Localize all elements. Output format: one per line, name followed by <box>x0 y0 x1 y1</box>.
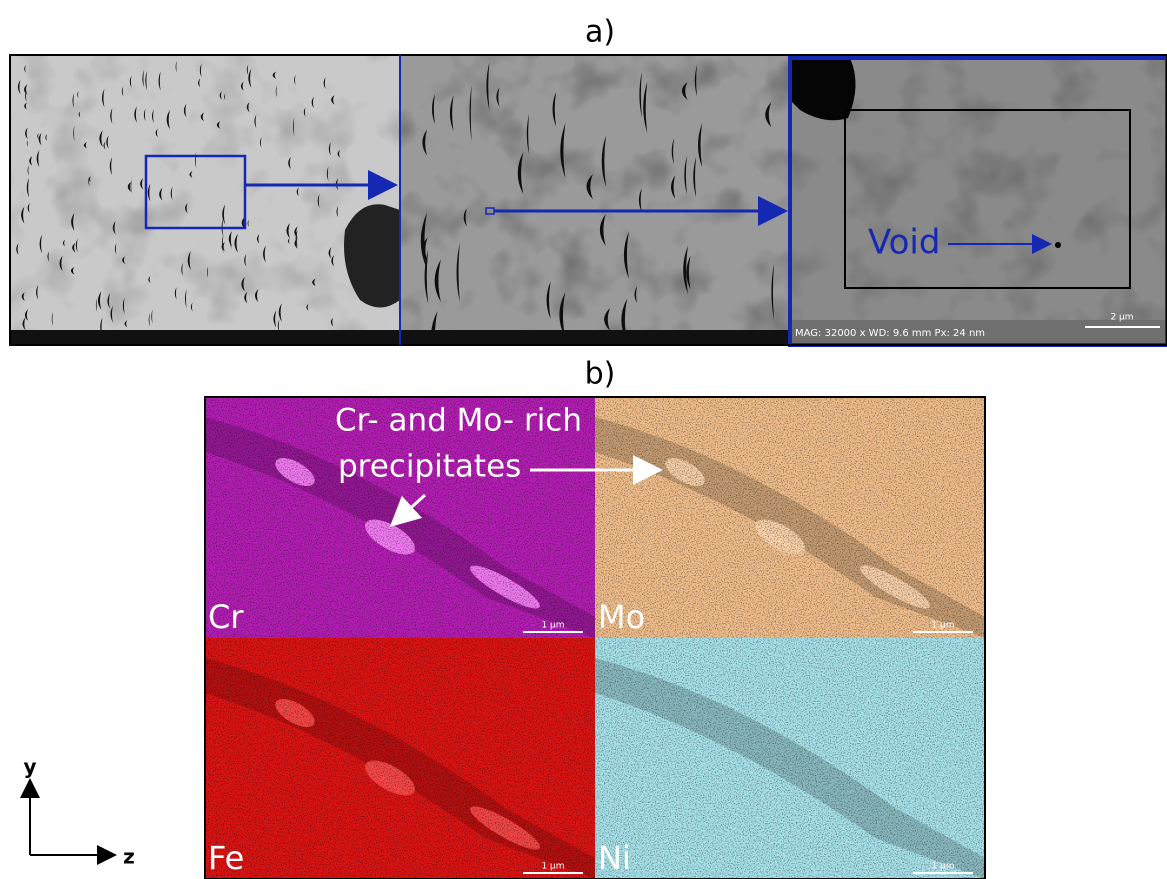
sem-image-high: MAG: 32000 x WD: 9.6 mm Px: 24 nm 2 µm V… <box>790 58 1167 345</box>
sem-image-mid <box>400 55 790 359</box>
sem-image-low <box>10 55 400 345</box>
figure: a) MAG: 32000 x WD: 9.6 mm Px: 24 nm 2 µ… <box>0 0 1167 879</box>
scale-bar-label: 1 µm <box>541 621 564 631</box>
scale-bar-label: 1 µm <box>931 862 954 872</box>
element-label: Cr <box>208 598 244 636</box>
scale-bar-label: 2 µm <box>1110 313 1133 323</box>
element-label: Mo <box>598 598 645 636</box>
element-label: Ni <box>598 839 631 877</box>
axes-indicator: y z <box>23 755 134 869</box>
void-label: Void <box>868 223 940 263</box>
axis-label: z <box>123 845 135 869</box>
panel-label: a) <box>585 15 615 50</box>
eds-map: Ni 1 µm <box>595 638 985 879</box>
panel-label: b) <box>585 357 616 392</box>
annotation-line: Cr- and Mo- rich <box>335 403 582 439</box>
map-grain <box>205 638 595 879</box>
sem-footer: MAG: 32000 x WD: 9.6 mm Px: 24 nm <box>795 328 985 339</box>
annotation-line: precipitates <box>338 449 521 485</box>
eds-map: Fe 1 µm <box>205 638 595 879</box>
scale-bar-label: 1 µm <box>931 621 954 631</box>
map-grain <box>595 397 985 638</box>
element-label: Fe <box>208 839 244 877</box>
eds-map: Mo 1 µm <box>595 397 985 638</box>
scale-bar-label: 1 µm <box>541 862 564 872</box>
axis-label: y <box>23 755 36 779</box>
map-grain <box>595 638 985 879</box>
